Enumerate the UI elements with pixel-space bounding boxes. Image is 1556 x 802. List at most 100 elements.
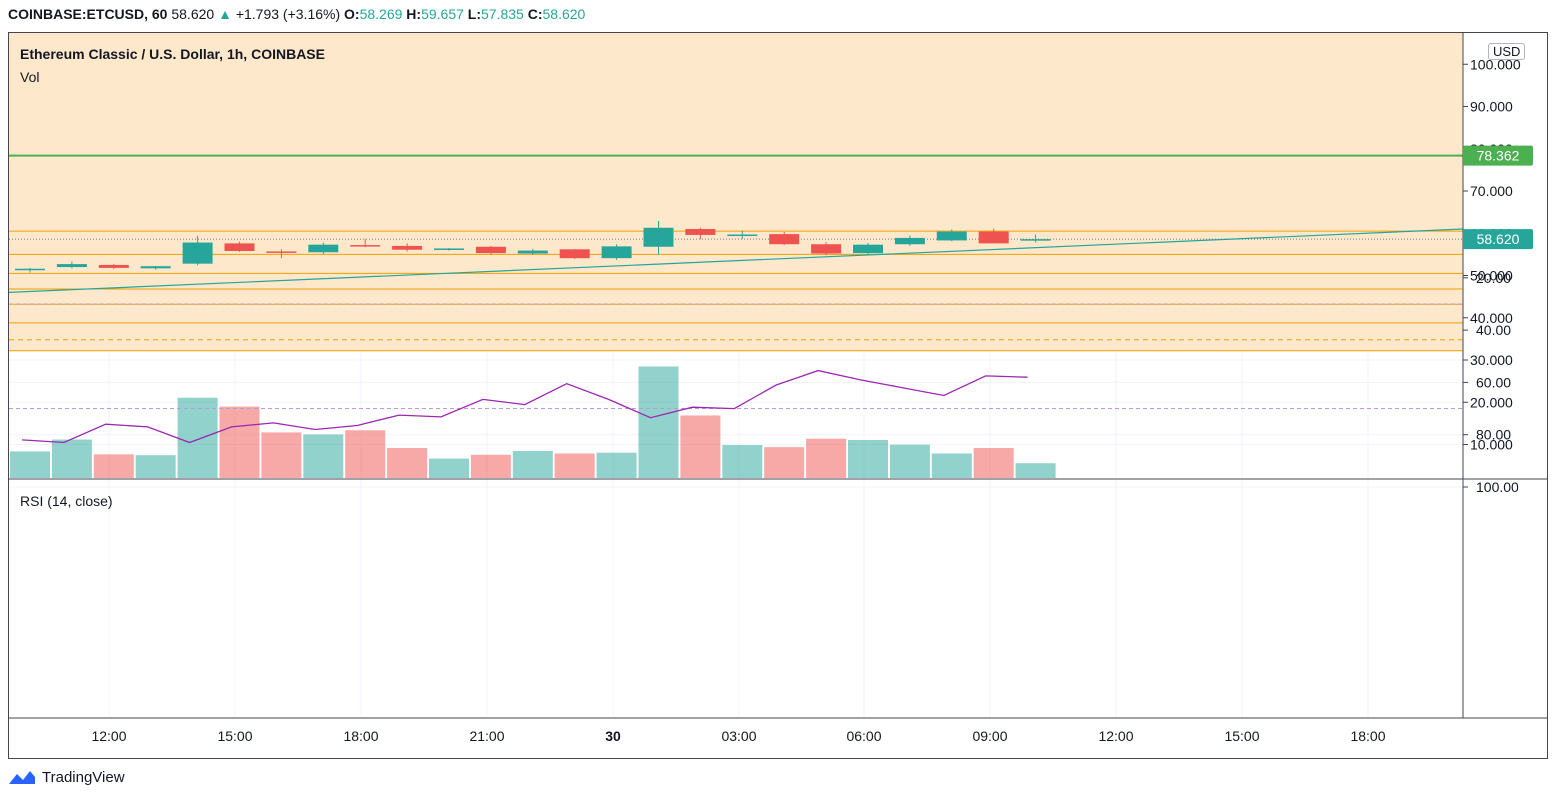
- candle-body: [936, 231, 967, 241]
- candle-body: [1020, 239, 1051, 241]
- candle-body: [98, 264, 129, 268]
- candle-body: [392, 245, 423, 250]
- volume-bar: [387, 448, 428, 478]
- time-tick-label: 15:00: [1224, 728, 1259, 744]
- price-tick-label: 70.000: [1470, 183, 1513, 199]
- volume-bar: [848, 439, 888, 478]
- volume-bar: [51, 439, 92, 478]
- price-levels: [9, 154, 1463, 352]
- volume-bar: [1015, 463, 1056, 478]
- rsi-tick-label: 60.00: [1476, 374, 1511, 390]
- rsi-pane-title: RSI (14, close): [20, 493, 113, 509]
- time-tick-label: 12:00: [1098, 728, 1133, 744]
- candle-body: [978, 231, 1009, 244]
- volume-bar: [303, 434, 344, 478]
- trendline: [8, 228, 1464, 293]
- main-pane-title: Ethereum Classic / U.S. Dollar, 1h, COIN…: [20, 46, 325, 62]
- volume-bar: [261, 432, 302, 478]
- last-price-badge-bg: [1463, 229, 1533, 250]
- candle-body: [475, 246, 506, 254]
- volume-bar: [177, 397, 218, 478]
- open-label: O:: [344, 6, 360, 22]
- low-value: 57.835: [481, 6, 524, 22]
- volume-bar: [889, 444, 930, 478]
- volume-bars: [10, 366, 1056, 478]
- candle-body: [769, 234, 800, 245]
- candle-body: [140, 266, 171, 269]
- volume-bar: [93, 454, 134, 478]
- high-value: 59.657: [421, 6, 464, 22]
- resistance-price-badge: 78.362: [1477, 148, 1520, 164]
- rsi-tick-label: 40.00: [1476, 322, 1511, 338]
- price-tick-label: 40.000: [1470, 310, 1513, 326]
- time-tick-label: 06:00: [846, 728, 881, 744]
- tradingview-icon: [9, 771, 35, 784]
- open-value: 58.269: [359, 6, 403, 22]
- candle-body: [643, 227, 674, 247]
- candle-body: [15, 268, 45, 271]
- candle-body: [182, 242, 213, 264]
- price-change: +1.793 (+3.16%): [235, 6, 341, 22]
- resistance-price-badge-bg: [1463, 145, 1533, 166]
- close-label: C:: [527, 6, 543, 22]
- up-arrow-icon: ▲: [218, 6, 232, 22]
- volume-bar: [512, 450, 553, 478]
- axes: [9, 33, 1547, 719]
- candle-body: [559, 249, 590, 259]
- candle-body: [56, 264, 87, 268]
- candle-body: [685, 229, 716, 235]
- price-tick-label: 20.000: [1470, 394, 1513, 410]
- volume-bar: [429, 458, 469, 478]
- time-tick-label: 18:00: [1350, 728, 1385, 744]
- symbol-name[interactable]: COINBASE:ETCUSD, 60: [8, 6, 168, 22]
- price-tick-label: 50.000: [1470, 268, 1513, 284]
- low-label: L:: [467, 6, 482, 22]
- last-price-badge: 58.620: [1477, 231, 1520, 247]
- candle-body: [853, 244, 883, 254]
- price-tick-label: 30.000: [1470, 352, 1513, 368]
- price-tick-label: 90.000: [1470, 99, 1513, 115]
- axis-ticks: 100.00090.00080.00070.00060.00050.00040.…: [91, 56, 1533, 744]
- fib-zone-fill: [9, 33, 1463, 351]
- volume-bar: [596, 452, 637, 478]
- volume-bar: [806, 438, 847, 478]
- candles: [15, 220, 1051, 273]
- candle-body: [601, 246, 632, 259]
- volume-bar: [470, 454, 511, 478]
- time-tick-label: 18:00: [343, 728, 378, 744]
- tradingview-logo[interactable]: TradingView: [8, 768, 125, 786]
- time-tick-label: 15:00: [217, 728, 252, 744]
- time-tick-label: 09:00: [972, 728, 1007, 744]
- candle-body: [811, 244, 842, 254]
- volume-bar: [764, 447, 805, 478]
- candle-body: [308, 244, 339, 253]
- candle-body: [894, 237, 925, 245]
- volume-bar: [638, 366, 679, 478]
- price-tick-label: 100.000: [1470, 56, 1521, 72]
- time-tick-label: 21:00: [469, 728, 504, 744]
- time-tick-label: 03:00: [721, 728, 756, 744]
- candle-body: [224, 243, 255, 251]
- rsi-tick-label: 80.00: [1476, 427, 1511, 443]
- currency-button[interactable]: USD: [1488, 43, 1526, 60]
- chart-frame: [8, 32, 1548, 759]
- price-tick-label: 10.000: [1470, 437, 1513, 453]
- trendline-line: [8, 228, 1464, 293]
- volume-bar: [219, 406, 260, 478]
- candle-body: [727, 234, 758, 237]
- symbol-header: COINBASE:ETCUSD, 60 58.620 ▲ +1.793 (+3.…: [8, 5, 585, 23]
- candle-body: [517, 250, 548, 254]
- rsi-indicator: [9, 303, 1463, 444]
- volume-bar: [554, 453, 595, 478]
- rsi-line: [21, 369, 1028, 444]
- time-tick-label: 12:00: [91, 728, 126, 744]
- branding-text: TradingView: [42, 768, 125, 786]
- volume-label: Vol: [20, 69, 40, 85]
- candle-body: [350, 245, 381, 247]
- volume-bar: [10, 451, 50, 478]
- close-value: 58.620: [542, 6, 586, 22]
- candle-body: [434, 248, 464, 250]
- fib-zone: [9, 33, 1463, 351]
- volume-bar: [973, 448, 1014, 478]
